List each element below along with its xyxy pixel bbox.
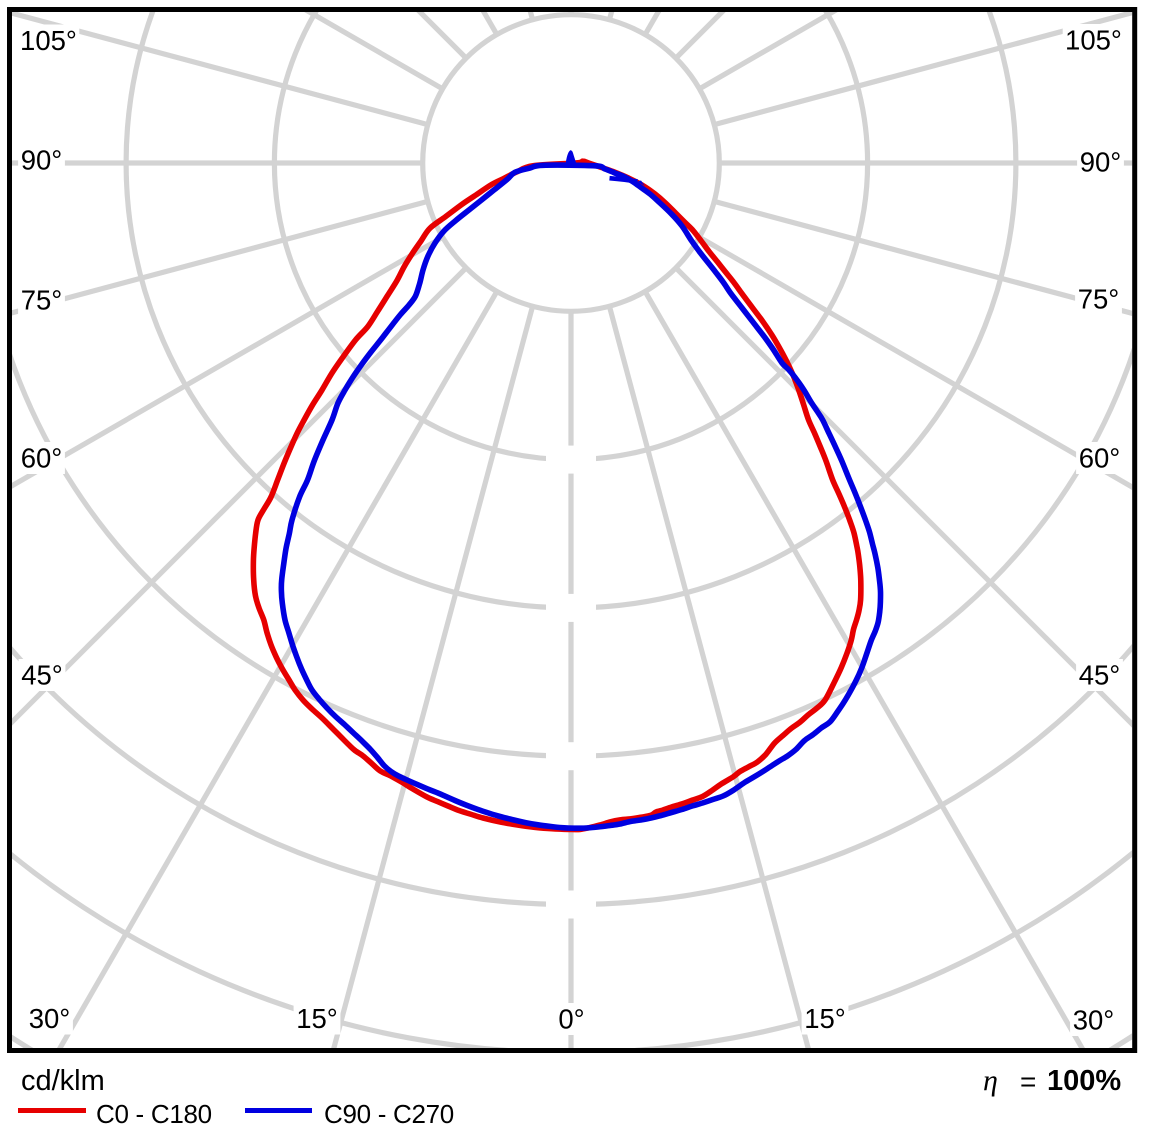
svg-text:105°: 105° bbox=[1065, 25, 1122, 56]
svg-text:45°: 45° bbox=[21, 660, 63, 691]
svg-text:0°: 0° bbox=[558, 1004, 584, 1035]
svg-text:30°: 30° bbox=[1073, 1005, 1115, 1036]
svg-text:75°: 75° bbox=[21, 285, 63, 316]
svg-text:90°: 90° bbox=[1080, 147, 1122, 178]
svg-text:60°: 60° bbox=[1079, 443, 1121, 474]
svg-text:30°: 30° bbox=[29, 1003, 71, 1034]
svg-text:75°: 75° bbox=[1078, 284, 1120, 315]
svg-text:60°: 60° bbox=[21, 443, 63, 474]
svg-text:15°: 15° bbox=[804, 1003, 846, 1034]
svg-text:45°: 45° bbox=[1079, 660, 1121, 691]
svg-text:90°: 90° bbox=[21, 145, 63, 176]
svg-text:15°: 15° bbox=[296, 1003, 338, 1034]
svg-text:105°: 105° bbox=[20, 25, 77, 56]
